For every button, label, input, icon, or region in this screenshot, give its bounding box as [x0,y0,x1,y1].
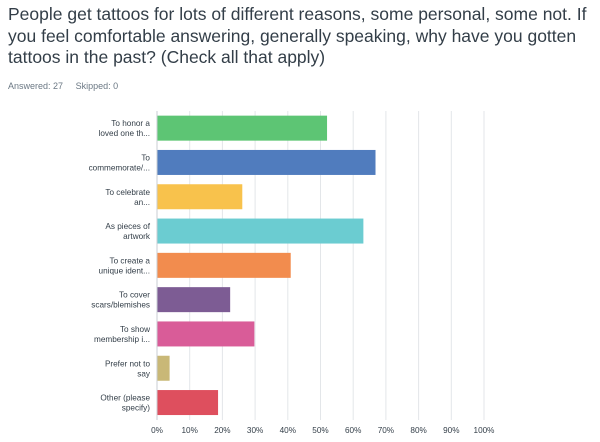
category-label: To honor a loved one th... [99,119,151,138]
skipped-count: Skipped: 0 [75,81,119,91]
x-tick-label: 100% [474,426,495,435]
category-labels: To honor a loved one th... To commemorate/.… [89,119,151,412]
x-tick-label: 10% [182,426,198,435]
category-label: To create a unique ident... [99,256,151,275]
bar [157,287,231,313]
response-stats: Answered: 27 Skipped: 0 [8,81,128,91]
x-tick-label: 30% [247,426,263,435]
question-title: People get tattoos for lots of different… [8,4,587,67]
x-tick-label: 40% [280,426,296,435]
x-tick-label: 80% [410,426,426,435]
bar [157,149,376,175]
category-label: To commemorate/... [89,153,151,172]
category-label: To cover scars/blemishes [91,291,150,310]
x-tick-label: 20% [214,426,230,435]
x-tick-label: 90% [443,426,459,435]
x-tick-label: 0% [151,426,163,435]
category-label: Prefer not to say [105,359,151,378]
x-tick-label: 50% [312,426,328,435]
bar [157,218,364,244]
bar [157,390,219,416]
bar [157,321,255,347]
x-tick-label: 70% [378,426,394,435]
x-axis-ticks: 0% 10% 20% 30% 40% 50% 60% 70% 80% 90% 100% [151,426,494,435]
answered-count: Answered: 27 [8,81,64,91]
bar [157,355,170,381]
bar [157,115,328,141]
category-label: Other (please specify) [100,394,150,413]
category-label: To show membership i... [94,325,150,344]
x-tick-label: 60% [345,426,361,435]
bar [157,184,243,210]
bar [157,252,291,278]
category-label: As pieces of artwork [105,222,151,241]
category-label: To celebrate an... [105,188,150,207]
bar-layer [157,115,376,416]
